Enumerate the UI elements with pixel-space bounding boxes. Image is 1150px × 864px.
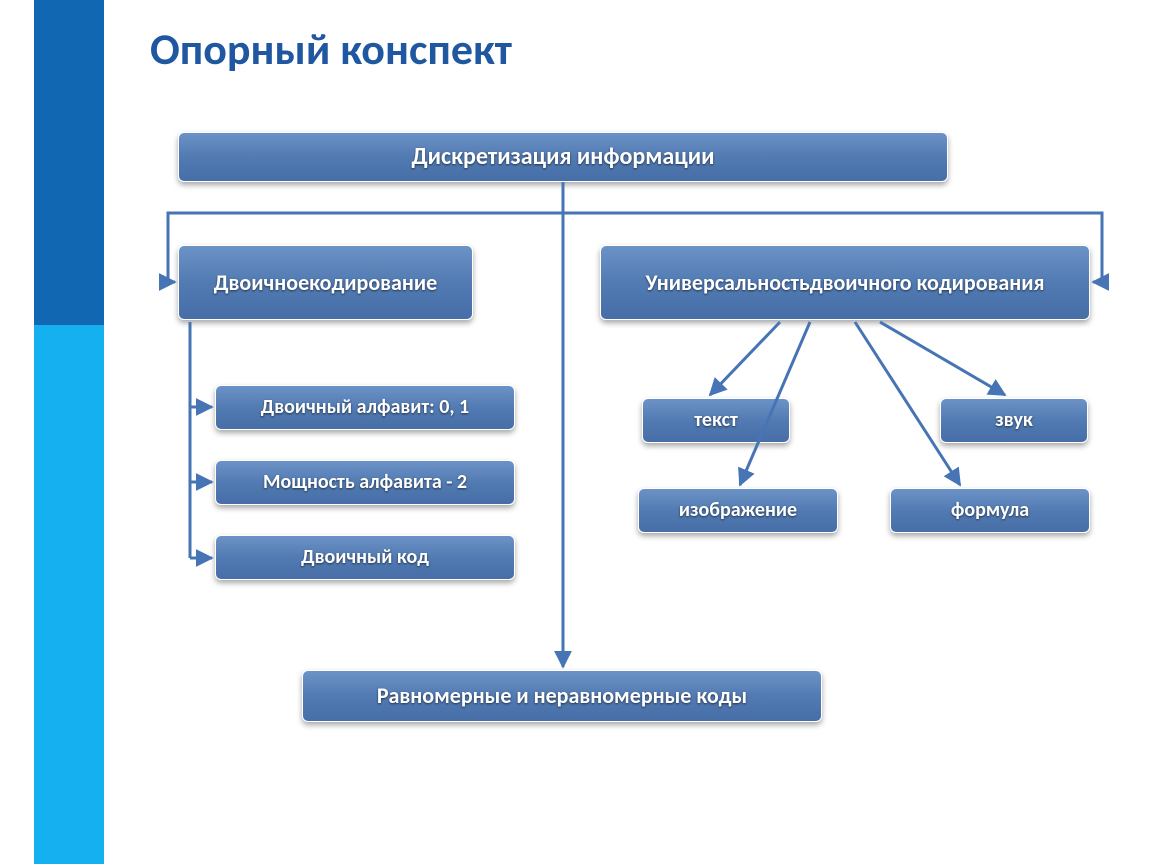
node-binary: Двоичноекодирование — [178, 245, 473, 320]
node-universal: Универсальностьдвоичного кодирования — [600, 245, 1090, 320]
node-codes: Равномерные и неравномерные коды — [302, 670, 822, 722]
node-label: Двоичный алфавит: 0, 1 — [261, 396, 469, 419]
node-label: звук — [995, 409, 1033, 432]
node-label: Двоичный код — [301, 546, 429, 569]
node-label: текст — [694, 409, 738, 432]
node-sound: звук — [940, 398, 1088, 443]
node-label: формула — [951, 499, 1029, 522]
node-text: текст — [642, 398, 790, 443]
node-code: Двоичный код — [215, 535, 515, 580]
node-formula: формула — [890, 488, 1090, 533]
node-image: изображение — [638, 488, 838, 533]
node-label: двоичного кодирования — [810, 270, 1045, 295]
node-label: Мощность алфавита - 2 — [263, 471, 467, 494]
node-alphabet: Двоичный алфавит: 0, 1 — [215, 385, 515, 430]
node-label: Универсальность — [646, 270, 810, 295]
node-label: изображение — [679, 499, 797, 522]
sidebar-bottom-bar — [34, 325, 104, 864]
node-label: Равномерные и неравномерные коды — [377, 683, 747, 708]
slide-title: Опорный конспект — [150, 22, 512, 76]
slide-stage: Опорный конспект Дискретизация информаци… — [0, 0, 1150, 864]
node-label: Дискретизация информации — [412, 143, 715, 171]
sidebar-top-bar — [34, 0, 104, 325]
node-power: Мощность алфавита - 2 — [215, 460, 515, 505]
node-label: Двоичное — [214, 270, 309, 295]
node-label: кодирование — [309, 270, 437, 295]
node-root: Дискретизация информации — [178, 132, 948, 182]
